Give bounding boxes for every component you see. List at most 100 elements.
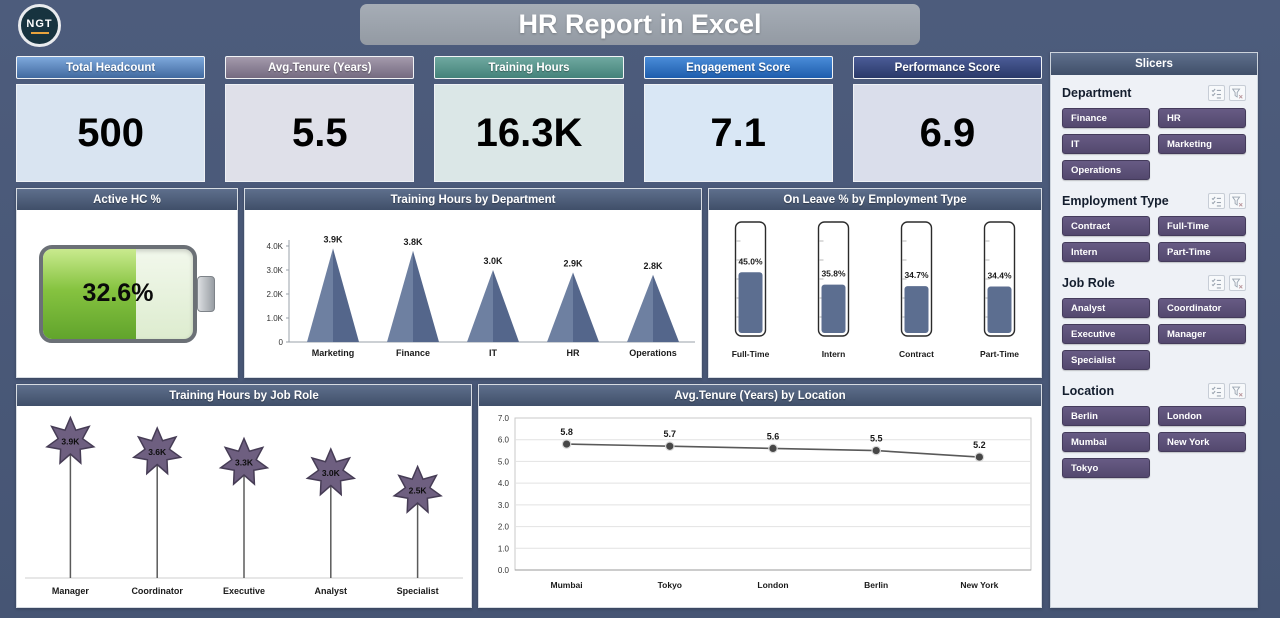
svg-text:6.0: 6.0	[498, 436, 510, 445]
svg-text:3.0K: 3.0K	[322, 468, 341, 478]
panel-active-hc-title: Active HC %	[17, 189, 237, 210]
slicer-group-job-role: Job Role Analyst Coordinator Executive Manag…	[1062, 275, 1246, 370]
svg-text:Coordinator: Coordinator	[131, 586, 183, 596]
slicer-button-operations[interactable]: Operations	[1062, 160, 1150, 180]
svg-text:5.7: 5.7	[664, 429, 677, 439]
svg-text:2.0: 2.0	[498, 523, 510, 532]
slicer-button-finance[interactable]: Finance	[1062, 108, 1150, 128]
slicer-button-contract[interactable]: Contract	[1062, 216, 1150, 236]
slicer-button-part-time[interactable]: Part-Time	[1158, 242, 1246, 262]
svg-text:Specialist: Specialist	[397, 586, 439, 596]
svg-text:3.8K: 3.8K	[403, 237, 423, 247]
logo-text: NGT	[26, 17, 53, 30]
svg-text:0: 0	[279, 338, 284, 347]
svg-text:0.0: 0.0	[498, 566, 510, 575]
svg-text:5.2: 5.2	[973, 440, 986, 450]
slicer-button-coordinator[interactable]: Coordinator	[1158, 298, 1246, 318]
kpi-value: 5.5	[225, 84, 415, 182]
slicer-button-executive[interactable]: Executive	[1062, 324, 1150, 344]
svg-text:Analyst: Analyst	[315, 586, 348, 596]
clear-filter-icon[interactable]	[1229, 193, 1246, 209]
slicer-button-london[interactable]: London	[1158, 406, 1246, 426]
slicer-button-new-york[interactable]: New York	[1158, 432, 1246, 452]
svg-text:4.0: 4.0	[498, 479, 510, 488]
slicer-button-berlin[interactable]: Berlin	[1062, 406, 1150, 426]
battery-value: 32.6%	[82, 279, 154, 307]
slicer-group-label: Location	[1062, 384, 1115, 398]
svg-text:34.4%: 34.4%	[987, 271, 1012, 281]
multi-select-icon[interactable]	[1208, 193, 1225, 209]
svg-text:Part-Time: Part-Time	[980, 349, 1019, 359]
kpi-value: 6.9	[852, 84, 1043, 182]
kpi-card-performance-score: Performance Score 6.9	[852, 56, 1043, 182]
svg-text:2.0K: 2.0K	[267, 290, 284, 299]
kpi-label: Avg.Tenure (Years)	[225, 56, 415, 79]
slicer-button-marketing[interactable]: Marketing	[1158, 134, 1246, 154]
slicer-button-hr[interactable]: HR	[1158, 108, 1246, 128]
panel-training-by-job-role-title: Training Hours by Job Role	[17, 385, 471, 406]
multi-select-icon[interactable]	[1208, 275, 1225, 291]
svg-text:Mumbai: Mumbai	[551, 580, 583, 590]
multi-select-icon[interactable]	[1208, 85, 1225, 101]
svg-text:HR: HR	[567, 348, 580, 358]
slicer-button-it[interactable]: IT	[1062, 134, 1150, 154]
slicer-button-tokyo[interactable]: Tokyo	[1062, 458, 1150, 478]
svg-text:Finance: Finance	[396, 348, 430, 358]
slicer-group-location: Location Berlin London Mumbai New York Tokyo	[1062, 383, 1246, 478]
slicer-groups: Department Finance HR IT Marketing Operations…	[1051, 75, 1257, 607]
battery-body	[39, 244, 197, 343]
slicer-button-full-time[interactable]: Full-Time	[1158, 216, 1246, 236]
clear-filter-icon[interactable]	[1229, 383, 1246, 399]
slicer-group-label: Department	[1062, 86, 1132, 100]
slicers-title: Slicers	[1051, 53, 1257, 75]
slicer-button-analyst[interactable]: Analyst	[1062, 298, 1150, 318]
svg-text:35.8%: 35.8%	[821, 269, 846, 279]
svg-text:3.3K: 3.3K	[235, 458, 254, 468]
slicer-button-mumbai[interactable]: Mumbai	[1062, 432, 1150, 452]
slicer-group-department: Department Finance HR IT Marketing Operations	[1062, 85, 1246, 180]
panel-training-by-department-title: Training Hours by Department	[245, 189, 701, 210]
pyramid-chart: 0 1.0K 2.0K 3.0K 4.0K 3.9K Marketing 3.8K Financ…	[267, 234, 695, 358]
svg-text:4.0K: 4.0K	[267, 242, 284, 251]
app-header: NGT HR Report in Excel	[0, 0, 1280, 52]
clear-filter-icon[interactable]	[1229, 85, 1246, 101]
svg-text:Contract: Contract	[899, 349, 934, 359]
svg-text:2.5K: 2.5K	[409, 486, 428, 496]
battery-cap	[197, 275, 215, 312]
kpi-card-avg-tenure-years: Avg.Tenure (Years) 5.5	[225, 56, 415, 182]
svg-text:Operations: Operations	[629, 348, 677, 358]
slicer-button-specialist[interactable]: Specialist	[1062, 350, 1150, 370]
panel-tenure-by-location-title: Avg.Tenure (Years) by Location	[479, 385, 1041, 406]
clear-filter-icon[interactable]	[1229, 275, 1246, 291]
kpi-value: 7.1	[643, 84, 833, 182]
app-logo: NGT	[18, 4, 61, 47]
slicers-panel: Slicers Department Finance HR IT Marketing Op…	[1050, 52, 1258, 608]
kpi-value: 500	[16, 84, 206, 182]
kpi-card-total-headcount: Total Headcount 500	[16, 56, 206, 182]
kpi-card-engagement-score: Engagement Score 7.1	[643, 56, 833, 182]
kpi-label: Training Hours	[434, 56, 624, 79]
slicer-button-manager[interactable]: Manager	[1158, 324, 1246, 344]
page-title: HR Report in Excel	[360, 4, 920, 45]
kpi-label: Engagement Score	[643, 56, 833, 79]
panel-active-hc: Active HC % 32.6%	[16, 188, 238, 378]
svg-text:5.8: 5.8	[560, 427, 573, 437]
svg-text:Manager: Manager	[52, 586, 90, 596]
multi-select-icon[interactable]	[1208, 383, 1225, 399]
svg-text:3.0K: 3.0K	[483, 256, 503, 266]
svg-text:5.5: 5.5	[870, 434, 883, 444]
panel-tenure-by-location: Avg.Tenure (Years) by Location 0.0 1.0 2.0…	[478, 384, 1042, 608]
svg-text:1.0K: 1.0K	[267, 314, 284, 323]
svg-text:3.9K: 3.9K	[323, 234, 343, 244]
kpi-card-training-hours: Training Hours 16.3K	[434, 56, 624, 182]
svg-text:Marketing: Marketing	[312, 348, 355, 358]
svg-text:3.0: 3.0	[498, 501, 510, 510]
svg-text:IT: IT	[489, 348, 498, 358]
svg-text:Intern: Intern	[822, 349, 846, 359]
svg-text:45.0%: 45.0%	[738, 256, 763, 266]
slicer-button-intern[interactable]: Intern	[1062, 242, 1150, 262]
slicer-group-label: Employment Type	[1062, 194, 1169, 208]
svg-text:5.0: 5.0	[498, 457, 510, 466]
svg-text:Executive: Executive	[223, 586, 265, 596]
